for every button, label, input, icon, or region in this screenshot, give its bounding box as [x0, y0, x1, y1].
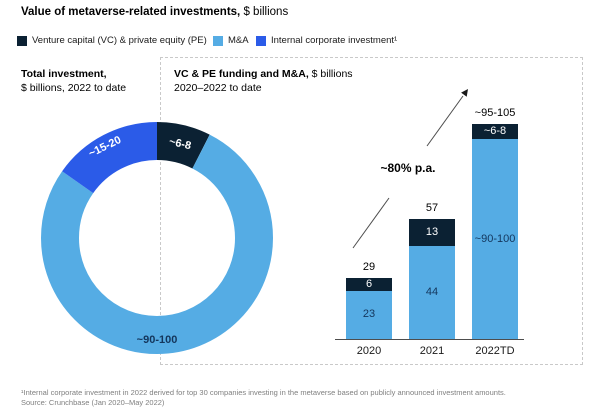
bar-title-unit: $ billions	[311, 68, 353, 80]
growth-annotation: ~80% p.a.	[380, 161, 436, 175]
legend-label: M&A	[228, 35, 249, 46]
page-title-bold: Value of metaverse-related investments,	[21, 6, 241, 18]
legend-swatch	[17, 35, 27, 46]
donut-slice	[41, 122, 273, 354]
legend-label: Venture capital (VC) & private equity (P…	[32, 35, 207, 46]
page-title: Value of metaverse-related investments, …	[21, 6, 288, 18]
bar-title-line2: 2020–2022 to date	[174, 82, 262, 94]
legend-item: Venture capital (VC) & private equity (P…	[17, 35, 207, 46]
donut-slice	[41, 122, 273, 354]
donut-title-bold: Total investment,	[21, 68, 107, 80]
legend-item: M&A	[213, 35, 249, 46]
page-title-unit: $ billions	[243, 6, 289, 18]
legend-swatch	[213, 35, 223, 46]
bar-panel-border	[160, 57, 583, 365]
donut-chart	[41, 122, 273, 354]
donut-panel-title: Total investment, $ billions, 2022 to da…	[21, 67, 126, 95]
donut-title-line2: $ billions, 2022 to date	[21, 82, 127, 94]
legend-label: Internal corporate investment¹	[271, 35, 398, 46]
bar-title-bold: VC & PE funding and M&A,	[174, 68, 309, 80]
legend-swatch	[256, 35, 266, 46]
legend-item: Internal corporate investment¹	[256, 35, 397, 46]
footnote-source: Source: Crunchbase (Jan 2020–May 2022)	[21, 398, 165, 407]
donut-title-line1: Total investment,	[21, 67, 126, 81]
bar-panel-title: VC & PE funding and M&A, $ billions 2020…	[174, 67, 353, 95]
footnote-1: ¹Internal corporate investment in 2022 d…	[21, 388, 506, 397]
bar-title-line1: VC & PE funding and M&A, $ billions	[174, 67, 353, 81]
